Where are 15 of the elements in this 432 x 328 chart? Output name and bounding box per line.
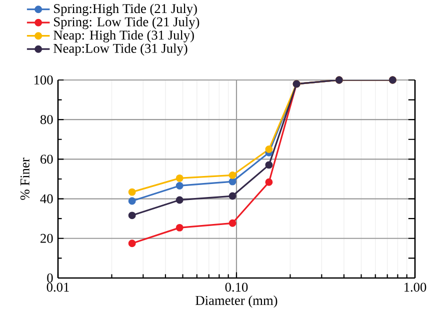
y-tick-label: 0: [47, 273, 53, 282]
y-tick-label: 40: [40, 194, 53, 204]
y-tick-label: 80: [40, 115, 53, 124]
y-axis-title: % Finer: [20, 158, 30, 200]
legend-label: Neap:Low Tide (31 July): [54, 43, 188, 56]
y-tick-label: 100: [34, 75, 53, 84]
y-tick-label: 60: [40, 154, 53, 164]
x-tick-label: 0.01: [46, 282, 69, 292]
x-axis-title: Diameter (mm): [196, 296, 278, 308]
legend-label: Neap: High Tide (31 July): [54, 30, 194, 42]
x-tick-label: 0.10: [225, 282, 248, 292]
legend-label: Spring:High Tide (21 July): [54, 4, 197, 16]
x-tick-label: 1.00: [404, 282, 426, 292]
legend-label: Spring: Low Tide (21 July): [54, 16, 200, 30]
y-tick-label: 20: [40, 234, 53, 243]
